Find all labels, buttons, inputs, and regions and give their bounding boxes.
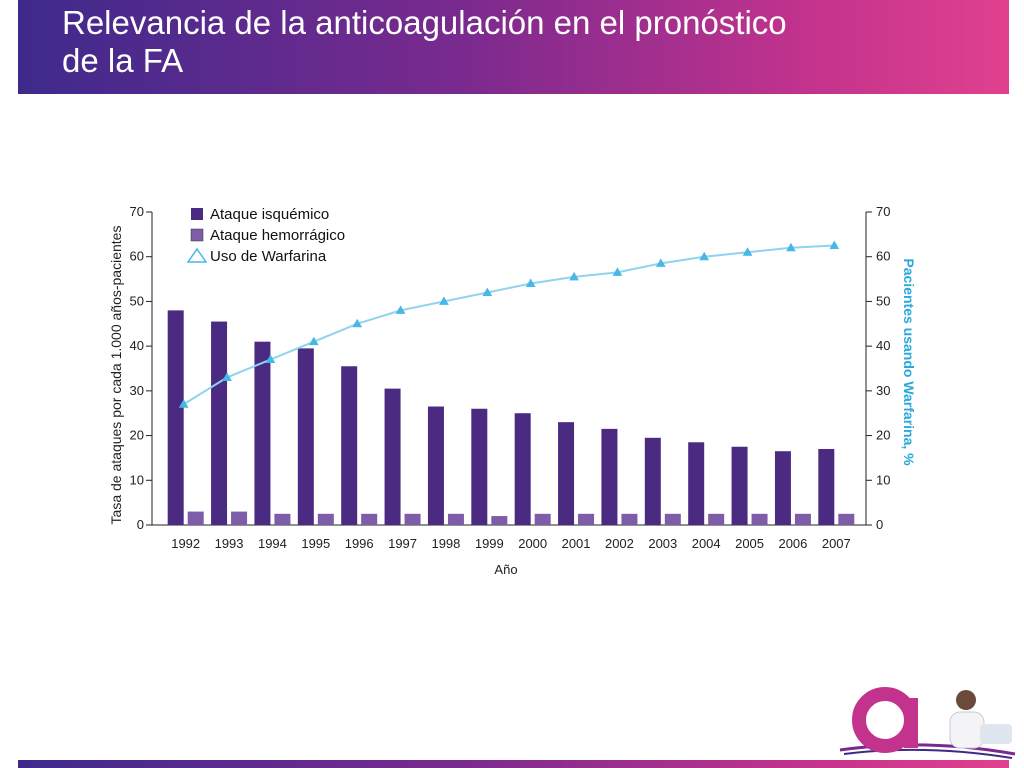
bar-ischemic bbox=[818, 448, 835, 525]
left-axis-tick-label: 10 bbox=[130, 472, 144, 487]
bar-hemorrhagic bbox=[231, 511, 248, 525]
right-axis-tick-label: 50 bbox=[876, 293, 890, 308]
warfarin-marker bbox=[525, 278, 536, 288]
warfarin-marker bbox=[786, 242, 796, 252]
x-axis-label: Año bbox=[494, 562, 517, 577]
bar-ischemic bbox=[254, 341, 271, 525]
warfarin-marker bbox=[395, 305, 406, 314]
bar-hemorrhagic bbox=[534, 513, 551, 525]
left-axis-tick-label: 40 bbox=[130, 338, 144, 353]
bar-ischemic bbox=[427, 406, 444, 525]
x-tick-label: 2005 bbox=[735, 536, 764, 551]
bar-hemorrhagic bbox=[664, 513, 681, 525]
legend-marker-warfarin bbox=[186, 247, 208, 263]
bar-hemorrhagic bbox=[794, 513, 811, 525]
bar-hemorrhagic bbox=[838, 513, 855, 525]
slide-title: Relevancia de la anticoagulación en el p… bbox=[62, 4, 962, 80]
bar-hemorrhagic bbox=[751, 513, 768, 525]
bar-hemorrhagic bbox=[491, 516, 508, 525]
bar-ischemic bbox=[384, 388, 401, 525]
warfarin-marker bbox=[482, 287, 493, 296]
bar-ischemic bbox=[774, 451, 791, 525]
x-tick-label: 1994 bbox=[258, 536, 287, 551]
bar-hemorrhagic bbox=[621, 513, 638, 525]
x-tick-label: 1997 bbox=[388, 536, 417, 551]
bar-ischemic bbox=[731, 446, 748, 525]
x-tick-label: 2003 bbox=[648, 536, 677, 551]
footer-bar bbox=[18, 760, 1009, 768]
right-axis-tick-label: 70 bbox=[876, 204, 890, 219]
x-tick-label: 2000 bbox=[518, 536, 547, 551]
legend-label-ischemic: Ataque isquémico bbox=[210, 206, 329, 223]
bar-ischemic bbox=[211, 321, 228, 525]
x-tick-label: 1993 bbox=[215, 536, 244, 551]
legend-label-hemorrhagic: Ataque hemorrágico bbox=[210, 227, 345, 244]
bar-hemorrhagic bbox=[317, 513, 334, 525]
x-tick-label: 2002 bbox=[605, 536, 634, 551]
warfarin-marker bbox=[742, 247, 753, 256]
left-axis-tick-label: 0 bbox=[137, 517, 144, 532]
legend-label-warfarin: Uso de Warfarina bbox=[210, 248, 327, 265]
right-axis-tick-label: 30 bbox=[876, 383, 890, 398]
warfarin-marker bbox=[699, 251, 710, 261]
bar-ischemic bbox=[297, 348, 314, 525]
bar-hemorrhagic bbox=[361, 513, 378, 525]
legend-swatch-hemorrhagic bbox=[190, 228, 204, 242]
bar-hemorrhagic bbox=[708, 513, 725, 525]
warfarin-marker bbox=[612, 267, 623, 276]
bar-ischemic bbox=[688, 442, 705, 525]
bar-ischemic bbox=[601, 428, 618, 525]
x-tick-label: 1992 bbox=[171, 536, 200, 551]
left-axis-tick-label: 20 bbox=[130, 428, 144, 443]
bar-ischemic bbox=[644, 437, 661, 525]
warfarin-marker bbox=[655, 258, 666, 267]
warfarin-marker bbox=[222, 372, 232, 381]
bar-ischemic bbox=[341, 366, 358, 525]
bar-hemorrhagic bbox=[274, 513, 291, 525]
warfarin-marker bbox=[439, 296, 449, 305]
right-axis-tick-label: 40 bbox=[876, 338, 890, 353]
bar-hemorrhagic bbox=[447, 513, 464, 525]
right-axis-tick-label: 60 bbox=[876, 249, 890, 264]
y2-axis-label: Pacientes usando Warfarina, % bbox=[901, 258, 917, 466]
warfarin-marker bbox=[178, 399, 189, 408]
slide-title-line-1: Relevancia de la anticoagulación en el p… bbox=[62, 4, 787, 41]
warfarin-marker bbox=[352, 318, 363, 328]
bar-ischemic bbox=[167, 310, 184, 525]
warfarin-line bbox=[183, 244, 835, 406]
slide-title-line-2: de la FA bbox=[62, 42, 184, 79]
x-tick-label: 2007 bbox=[822, 536, 851, 551]
bar-hemorrhagic bbox=[578, 513, 595, 525]
warfarin-marker bbox=[569, 271, 579, 281]
legend-swatch-ischemic bbox=[191, 208, 203, 220]
bar-hemorrhagic bbox=[187, 511, 204, 525]
left-axis-tick-label: 30 bbox=[130, 383, 144, 398]
brand-logo bbox=[839, 687, 1016, 759]
x-tick-label: 1996 bbox=[345, 536, 374, 551]
left-axis-tick-label: 50 bbox=[130, 293, 144, 308]
right-axis-tick-label: 20 bbox=[876, 428, 890, 443]
left-axis-tick-label: 70 bbox=[130, 204, 144, 219]
bar-ischemic bbox=[471, 408, 488, 525]
right-axis-tick-label: 10 bbox=[876, 472, 890, 487]
bar-ischemic bbox=[514, 413, 531, 525]
bar-ischemic bbox=[558, 422, 575, 525]
x-tick-label: 2006 bbox=[778, 536, 807, 551]
warfarin-marker bbox=[265, 354, 276, 364]
x-tick-label: 1998 bbox=[431, 536, 460, 551]
x-tick-label: 2001 bbox=[562, 536, 591, 551]
x-tick-label: 1999 bbox=[475, 536, 504, 551]
bar-hemorrhagic bbox=[404, 513, 421, 525]
right-axis-tick-label: 0 bbox=[876, 517, 883, 532]
title-banner bbox=[18, 0, 1009, 94]
left-axis-tick-label: 60 bbox=[130, 249, 144, 264]
warfarin-marker bbox=[308, 336, 319, 346]
warfarin-marker bbox=[829, 240, 840, 250]
y-axis-label: Tasa de ataques por cada 1.000 años-paci… bbox=[108, 226, 124, 525]
x-tick-label: 2004 bbox=[692, 536, 721, 551]
x-tick-label: 1995 bbox=[301, 536, 330, 551]
